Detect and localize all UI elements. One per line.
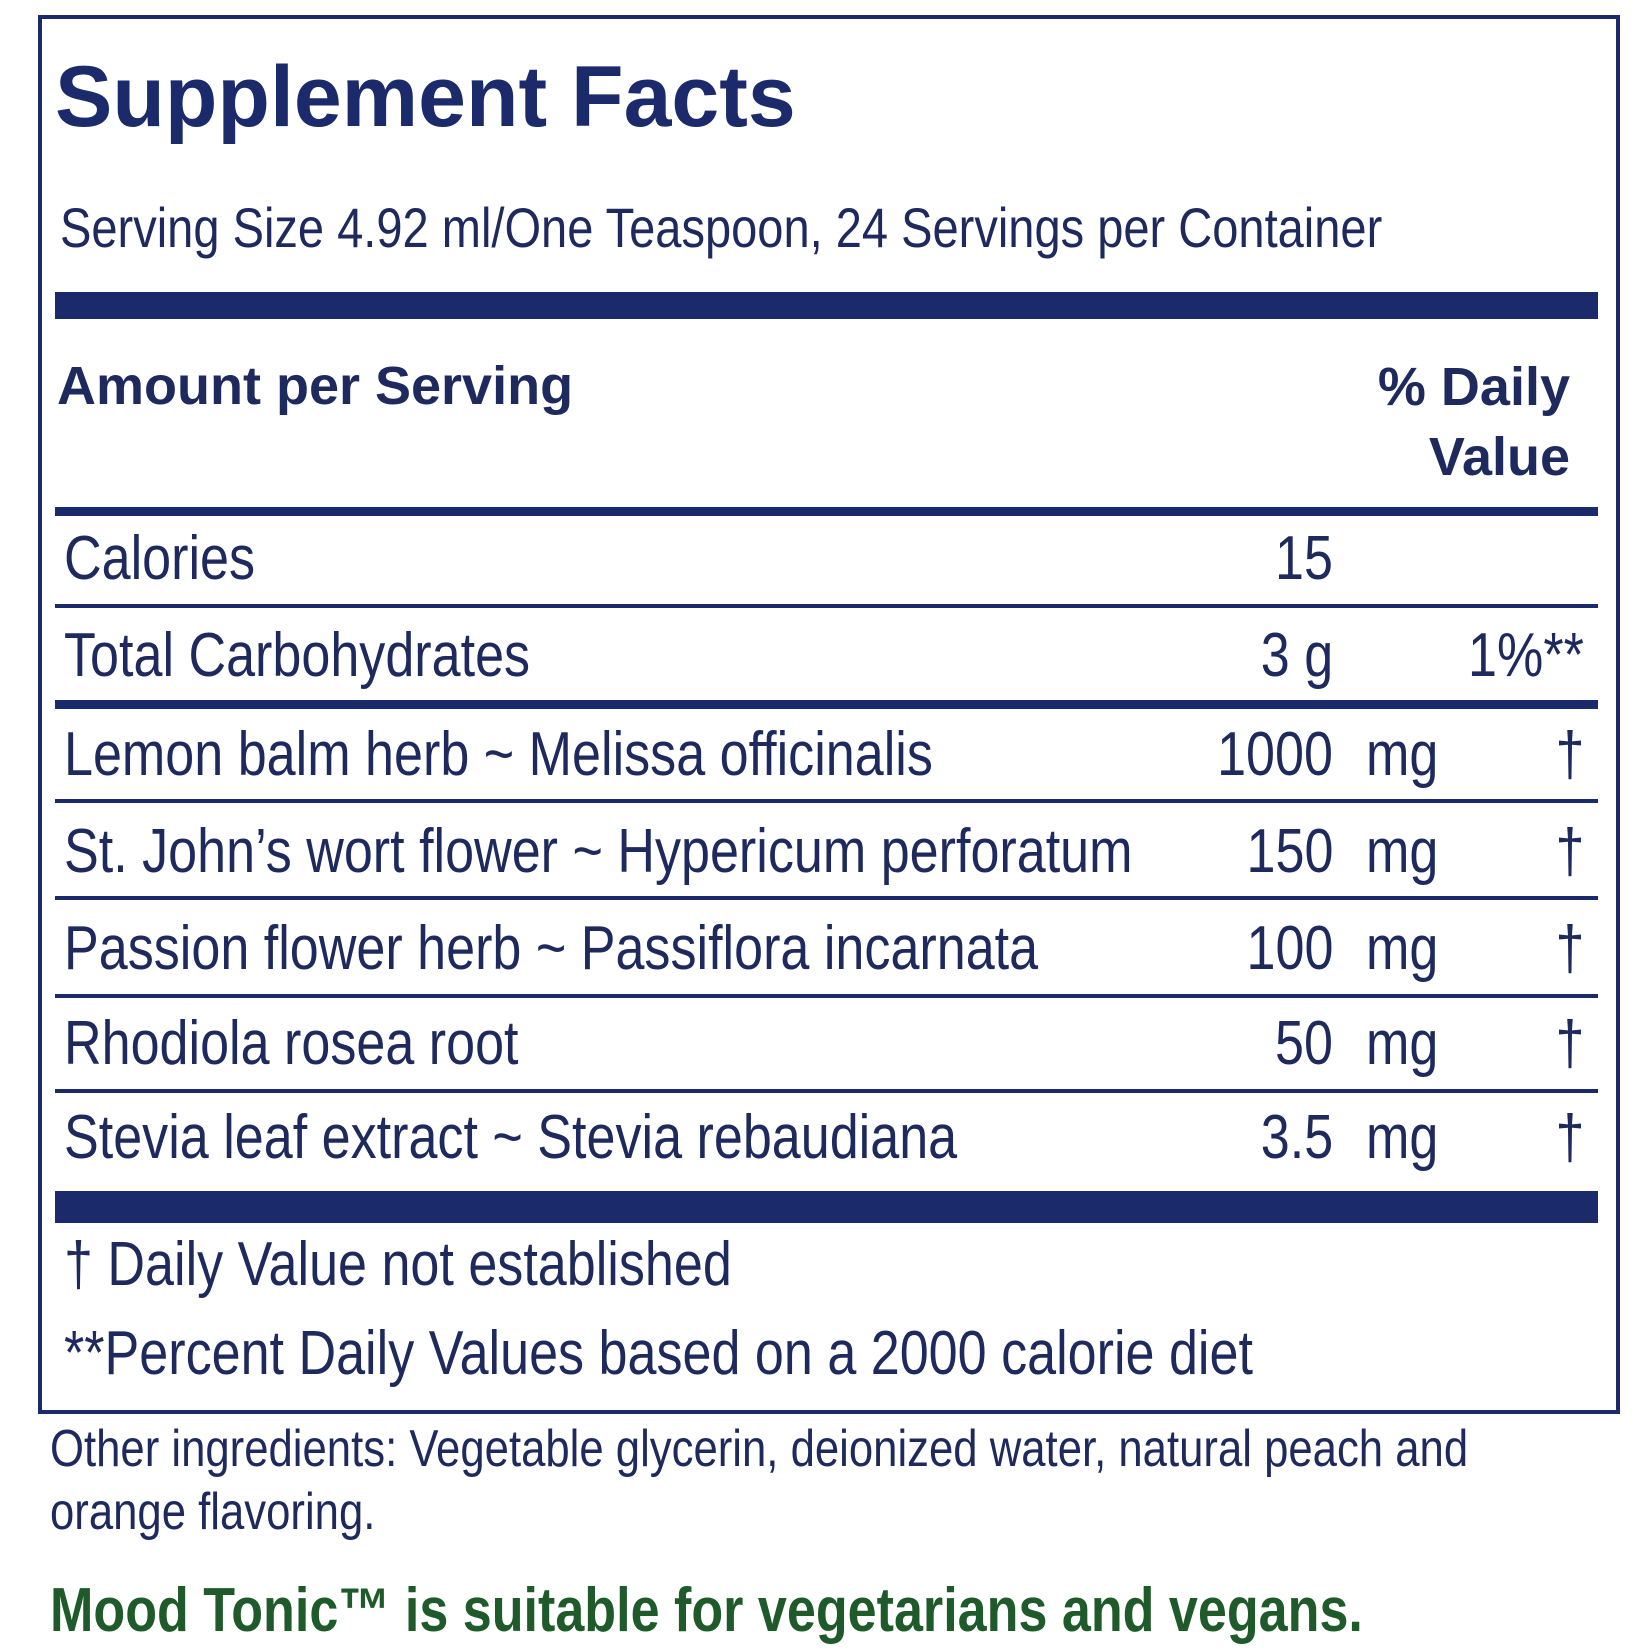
daily-value: 1%**: [1468, 621, 1584, 690]
thin-rule: [55, 1089, 1598, 1093]
footnote: **Percent Daily Values based on a 2000 c…: [64, 1319, 1253, 1388]
unit: mg: [1366, 1103, 1439, 1172]
daily-value: †: [1555, 1103, 1584, 1172]
thin-rule: [55, 896, 1598, 900]
ingredient-name: Stevia leaf extract ~ Stevia rebaudiana: [64, 1103, 958, 1172]
daily-value: †: [1555, 914, 1584, 983]
ingredient-name: Calories: [64, 524, 256, 593]
unit: mg: [1366, 1009, 1439, 1078]
amount: 3.5: [1260, 1103, 1333, 1172]
amount-header: Amount per Serving: [57, 356, 574, 416]
daily-value: †: [1555, 1009, 1584, 1078]
thin-rule: [55, 799, 1598, 803]
thick-rule: [55, 1191, 1598, 1223]
footnote: † Daily Value not established: [64, 1230, 732, 1299]
vegan-statement: Mood Tonic™ is suitable for vegetarians …: [50, 1576, 1363, 1645]
amount: 100: [1246, 914, 1333, 983]
thin-rule: [55, 604, 1598, 608]
title: Supplement Facts: [55, 49, 796, 145]
daily-value: †: [1555, 720, 1584, 789]
amount: 15: [1275, 524, 1333, 593]
unit: mg: [1366, 817, 1439, 886]
unit: mg: [1366, 914, 1439, 983]
ingredient-name: Lemon balm herb ~ Melissa officinalis: [64, 720, 933, 789]
ingredient-name: Passion flower herb ~ Passiflora incarna…: [64, 914, 1039, 983]
amount: 1000: [1217, 720, 1333, 789]
ingredient-name: Total Carbohydrates: [64, 621, 531, 690]
other-ingredients: Other ingredients: Vegetable glycerin, d…: [50, 1420, 1469, 1541]
daily-value: †: [1555, 817, 1584, 886]
unit: mg: [1366, 720, 1439, 789]
daily-value-header: % Daily Value: [1377, 357, 1570, 487]
amount: 50: [1275, 1009, 1333, 1078]
serving-size: Serving Size 4.92 ml/One Teaspoon, 24 Se…: [60, 196, 1383, 259]
ingredient-name: Rhodiola rosea root: [64, 1009, 519, 1078]
amount: 3 g: [1260, 621, 1333, 690]
ingredient-name: St. John’s wort flower ~ Hypericum perfo…: [64, 817, 1133, 886]
thin-rule: [55, 994, 1598, 998]
thick-rule: [55, 292, 1598, 319]
amount: 150: [1246, 817, 1333, 886]
medium-rule: [55, 700, 1598, 709]
label-frame: [38, 15, 1620, 1414]
medium-rule: [55, 507, 1598, 516]
